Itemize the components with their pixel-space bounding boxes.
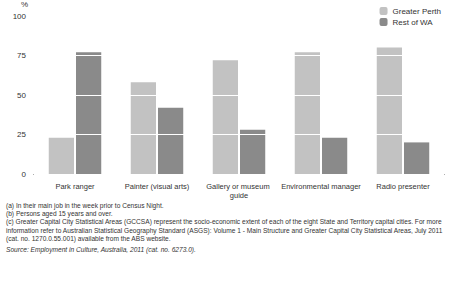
html-text:(b) Persons aged 15 years and: (b) Persons aged 15 years and over. xyxy=(6,210,113,218)
svg-text:100: 100 xyxy=(13,12,27,21)
svg-text:25: 25 xyxy=(17,130,26,139)
svg-text:Environmental manager: Environmental manager xyxy=(281,182,361,191)
svg-text:Greater Perth: Greater Perth xyxy=(393,7,441,16)
svg-text:Radio presenter: Radio presenter xyxy=(376,182,430,191)
svg-text:Rest of WA: Rest of WA xyxy=(393,18,434,27)
svg-text:75: 75 xyxy=(17,51,26,60)
svg-text:Park ranger: Park ranger xyxy=(55,182,95,191)
svg-text:guide: guide xyxy=(230,191,248,200)
html-text:(c) Greater Capital City Stati: (c) Greater Capital City Statistical Are… xyxy=(6,218,443,242)
svg-text:Gallery or museum: Gallery or museum xyxy=(206,182,271,191)
svg-text:0: 0 xyxy=(22,170,27,179)
html-text:(a) In their main job in the w: (a) In their main job in the week prior … xyxy=(6,202,164,209)
svg-text:50: 50 xyxy=(17,91,26,100)
svg-text:Painter (visual arts): Painter (visual arts) xyxy=(125,182,190,191)
svg-text:%: % xyxy=(21,0,28,9)
html-text:Source: Employment in Culture,: Source: Employment in Culture, Australia… xyxy=(6,246,196,253)
